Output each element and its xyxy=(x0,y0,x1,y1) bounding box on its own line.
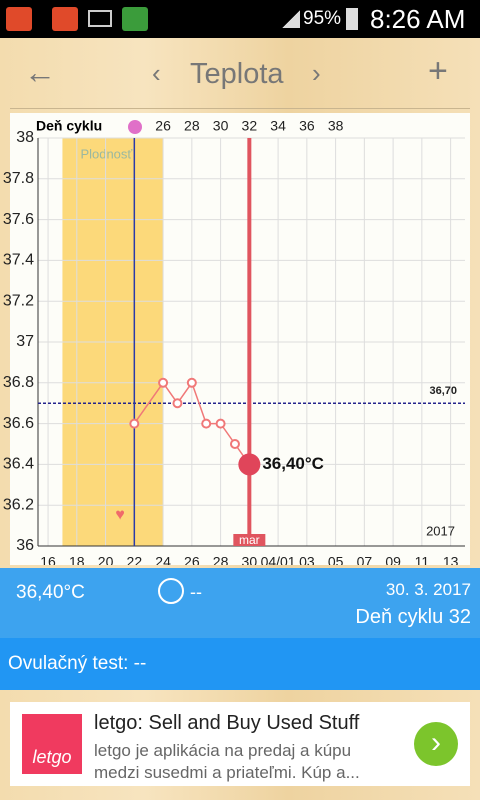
y-tick-label: 37.8 xyxy=(3,170,34,187)
cycle-day: Deň cyklu 32 xyxy=(355,606,471,628)
x-tick-label: 28 xyxy=(213,554,229,565)
temperature-point xyxy=(186,377,197,388)
temperature-point xyxy=(158,377,169,388)
notification-icon xyxy=(6,7,32,31)
prev-button[interactable]: ‹ xyxy=(152,58,161,88)
heart-button[interactable] xyxy=(158,578,184,604)
fertile-label: Plodnosť xyxy=(80,146,132,161)
reference-label: 36,70 xyxy=(429,385,457,397)
y-tick-label: 36 xyxy=(16,537,34,554)
date: 30. 3. 2017 xyxy=(385,580,471,599)
x-tick-label: 26 xyxy=(184,554,200,565)
temperature-point xyxy=(215,418,226,429)
x-tick-label: 16 xyxy=(40,554,56,565)
x2-axis-label: Deň cyklu xyxy=(36,118,102,134)
temperature-point xyxy=(172,398,183,409)
y-tick-label: 37 xyxy=(16,333,34,350)
add-button[interactable]: + xyxy=(428,52,448,90)
x-tick-label: 20 xyxy=(98,554,114,565)
ad-open-button[interactable]: › xyxy=(414,722,458,766)
x-tick-label: 18 xyxy=(69,554,85,565)
toolbar: ← ‹ Teplota › + xyxy=(0,38,480,110)
notification-icon xyxy=(122,7,148,31)
ad-logo: letgo xyxy=(22,714,82,774)
battery-icon xyxy=(346,8,358,30)
x2-tick-label: 28 xyxy=(184,118,200,134)
signal-icon xyxy=(282,10,300,28)
x2-tick-label: 38 xyxy=(328,118,344,134)
notification-icon xyxy=(52,7,78,31)
x2-tick-label: 32 xyxy=(242,118,258,134)
note: -- xyxy=(190,582,202,602)
x-tick-label: 30 xyxy=(242,554,258,565)
x-tick-label: 04/01 xyxy=(261,554,296,565)
y-tick-label: 36.6 xyxy=(3,415,34,432)
ad-title: letgo: Sell and Buy Used Stuff xyxy=(94,712,360,734)
x-tick-label: 24 xyxy=(155,554,171,565)
y-tick-label: 37.6 xyxy=(3,211,34,228)
heart-mark: ♥ xyxy=(115,507,125,524)
y-tick-label: 36.8 xyxy=(3,374,34,391)
page-title: Teplota xyxy=(190,58,284,90)
x-tick-label: 09 xyxy=(385,554,401,565)
battery-percent: 95% xyxy=(303,8,342,29)
clock: 8:26 AM xyxy=(370,4,466,34)
x-tick-label: 07 xyxy=(357,554,373,565)
x-tick-label: 22 xyxy=(127,554,143,565)
mail-icon xyxy=(88,10,112,27)
x-tick-label: 13 xyxy=(443,554,459,565)
x-tick-label: 11 xyxy=(415,554,430,565)
y-tick-label: 36.4 xyxy=(3,456,34,473)
x-tick-label: 03 xyxy=(299,554,315,565)
ovulation-test: Ovulačný test: -- xyxy=(8,653,147,674)
year-label: 2017 xyxy=(426,523,455,538)
divider xyxy=(10,108,470,109)
temperature-point xyxy=(229,439,240,449)
ovulation-icon xyxy=(128,120,142,134)
today-label-bg xyxy=(233,534,266,546)
status-bar: 95% 8:26 AM xyxy=(0,0,480,38)
chart: Deň cyklu Plodnosť 36 36.2 36.4 36.6 36.8 37 37… xyxy=(3,113,470,565)
ad-text: letgo je aplikácia na predaj a kúpu medz… xyxy=(94,741,360,782)
info-panel: 36,40°C -- 30. 3. 2017 Deň cyklu 32 xyxy=(0,568,480,638)
back-button[interactable]: ← xyxy=(24,54,56,90)
ovulation-test-panel: Ovulačný test: -- xyxy=(0,638,480,690)
temperature-point xyxy=(201,418,212,429)
x2-tick-label: 34 xyxy=(270,118,286,134)
x2-tick-label: 26 xyxy=(155,118,171,134)
temperature-point xyxy=(129,418,140,429)
y-tick-label: 36.2 xyxy=(3,496,34,513)
y-tick-label: 37.2 xyxy=(3,292,34,309)
ad-banner[interactable]: letgo letgo: Sell and Buy Used Stuff let… xyxy=(10,702,470,786)
x2-tick-label: 36 xyxy=(299,118,315,134)
temperature-point xyxy=(238,453,261,476)
y-tick-label: 38 xyxy=(16,129,34,146)
today-label: mar xyxy=(239,533,260,547)
y-tick-label: 37.4 xyxy=(3,252,34,269)
temperature: 36,40°C xyxy=(16,582,85,603)
value-label: 36,40°C xyxy=(262,454,324,473)
x-tick-label: 05 xyxy=(328,554,344,565)
x2-tick-label: 30 xyxy=(213,118,229,134)
next-button[interactable]: › xyxy=(312,58,321,88)
